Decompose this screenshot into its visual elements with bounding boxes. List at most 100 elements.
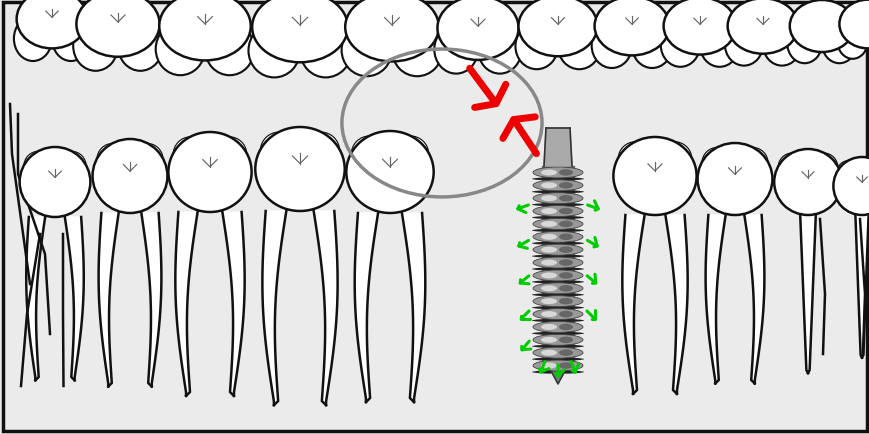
Ellipse shape bbox=[541, 299, 556, 305]
Ellipse shape bbox=[559, 183, 573, 189]
Ellipse shape bbox=[849, 161, 869, 187]
Ellipse shape bbox=[533, 193, 582, 204]
Ellipse shape bbox=[591, 24, 631, 69]
Ellipse shape bbox=[541, 221, 556, 227]
Polygon shape bbox=[401, 214, 425, 402]
Ellipse shape bbox=[559, 234, 573, 240]
Ellipse shape bbox=[836, 23, 867, 59]
Polygon shape bbox=[744, 216, 764, 384]
Ellipse shape bbox=[531, 255, 583, 258]
Ellipse shape bbox=[533, 168, 582, 178]
Ellipse shape bbox=[821, 24, 856, 64]
Ellipse shape bbox=[631, 24, 672, 69]
Ellipse shape bbox=[531, 332, 583, 335]
Ellipse shape bbox=[701, 148, 733, 180]
Ellipse shape bbox=[533, 270, 582, 281]
Ellipse shape bbox=[73, 22, 118, 72]
Ellipse shape bbox=[518, 0, 597, 57]
Ellipse shape bbox=[159, 0, 250, 61]
Ellipse shape bbox=[773, 150, 841, 216]
Ellipse shape bbox=[836, 161, 860, 187]
Ellipse shape bbox=[697, 144, 772, 216]
Ellipse shape bbox=[531, 293, 583, 297]
Ellipse shape bbox=[531, 306, 583, 309]
Ellipse shape bbox=[559, 324, 573, 330]
Ellipse shape bbox=[533, 206, 582, 217]
Ellipse shape bbox=[437, 0, 518, 61]
Ellipse shape bbox=[302, 133, 339, 170]
Ellipse shape bbox=[533, 296, 582, 307]
Ellipse shape bbox=[92, 140, 167, 214]
Ellipse shape bbox=[23, 152, 54, 183]
Polygon shape bbox=[355, 214, 378, 402]
Ellipse shape bbox=[786, 24, 821, 64]
Ellipse shape bbox=[867, 23, 869, 59]
Ellipse shape bbox=[762, 24, 800, 66]
Ellipse shape bbox=[559, 298, 573, 305]
Ellipse shape bbox=[260, 133, 298, 170]
Ellipse shape bbox=[789, 1, 853, 53]
Ellipse shape bbox=[594, 0, 668, 56]
Ellipse shape bbox=[557, 24, 600, 70]
Ellipse shape bbox=[249, 25, 300, 78]
Ellipse shape bbox=[342, 25, 392, 77]
Ellipse shape bbox=[56, 152, 86, 183]
Ellipse shape bbox=[559, 170, 573, 176]
Ellipse shape bbox=[663, 0, 735, 56]
Ellipse shape bbox=[252, 0, 348, 63]
Ellipse shape bbox=[541, 247, 556, 253]
Ellipse shape bbox=[391, 137, 428, 173]
Ellipse shape bbox=[211, 138, 247, 173]
Ellipse shape bbox=[533, 245, 582, 256]
Ellipse shape bbox=[533, 257, 582, 268]
Ellipse shape bbox=[76, 0, 159, 58]
Ellipse shape bbox=[156, 24, 205, 76]
Ellipse shape bbox=[613, 138, 696, 216]
Ellipse shape bbox=[533, 232, 582, 243]
Ellipse shape bbox=[255, 128, 344, 211]
Polygon shape bbox=[799, 216, 815, 373]
Ellipse shape bbox=[392, 25, 442, 77]
Ellipse shape bbox=[862, 161, 869, 187]
Ellipse shape bbox=[541, 260, 556, 266]
Ellipse shape bbox=[559, 247, 573, 253]
Ellipse shape bbox=[118, 22, 163, 72]
Ellipse shape bbox=[541, 183, 556, 189]
Ellipse shape bbox=[541, 350, 556, 356]
Ellipse shape bbox=[541, 234, 556, 240]
Polygon shape bbox=[854, 216, 867, 358]
Ellipse shape bbox=[559, 362, 573, 369]
Ellipse shape bbox=[833, 158, 869, 216]
Ellipse shape bbox=[14, 17, 52, 62]
Ellipse shape bbox=[559, 273, 573, 279]
Ellipse shape bbox=[541, 286, 556, 292]
Ellipse shape bbox=[541, 363, 556, 369]
Ellipse shape bbox=[533, 219, 582, 230]
Ellipse shape bbox=[541, 273, 556, 279]
Polygon shape bbox=[541, 167, 574, 372]
Ellipse shape bbox=[531, 319, 583, 322]
Polygon shape bbox=[621, 216, 644, 394]
Ellipse shape bbox=[205, 24, 254, 76]
Ellipse shape bbox=[559, 286, 573, 292]
Ellipse shape bbox=[533, 347, 582, 358]
Ellipse shape bbox=[735, 148, 767, 180]
Polygon shape bbox=[98, 214, 118, 387]
Ellipse shape bbox=[20, 148, 90, 217]
Ellipse shape bbox=[531, 281, 583, 284]
Ellipse shape bbox=[541, 196, 556, 202]
Ellipse shape bbox=[839, 0, 869, 49]
Polygon shape bbox=[26, 217, 45, 380]
Ellipse shape bbox=[371, 137, 408, 173]
Ellipse shape bbox=[345, 0, 438, 62]
Ellipse shape bbox=[52, 17, 90, 62]
Ellipse shape bbox=[169, 133, 251, 213]
Ellipse shape bbox=[131, 144, 163, 177]
Ellipse shape bbox=[531, 268, 583, 271]
Ellipse shape bbox=[531, 358, 583, 361]
Ellipse shape bbox=[533, 309, 582, 320]
Ellipse shape bbox=[192, 138, 228, 173]
Ellipse shape bbox=[434, 26, 477, 74]
Ellipse shape bbox=[351, 137, 388, 173]
Ellipse shape bbox=[559, 337, 573, 343]
